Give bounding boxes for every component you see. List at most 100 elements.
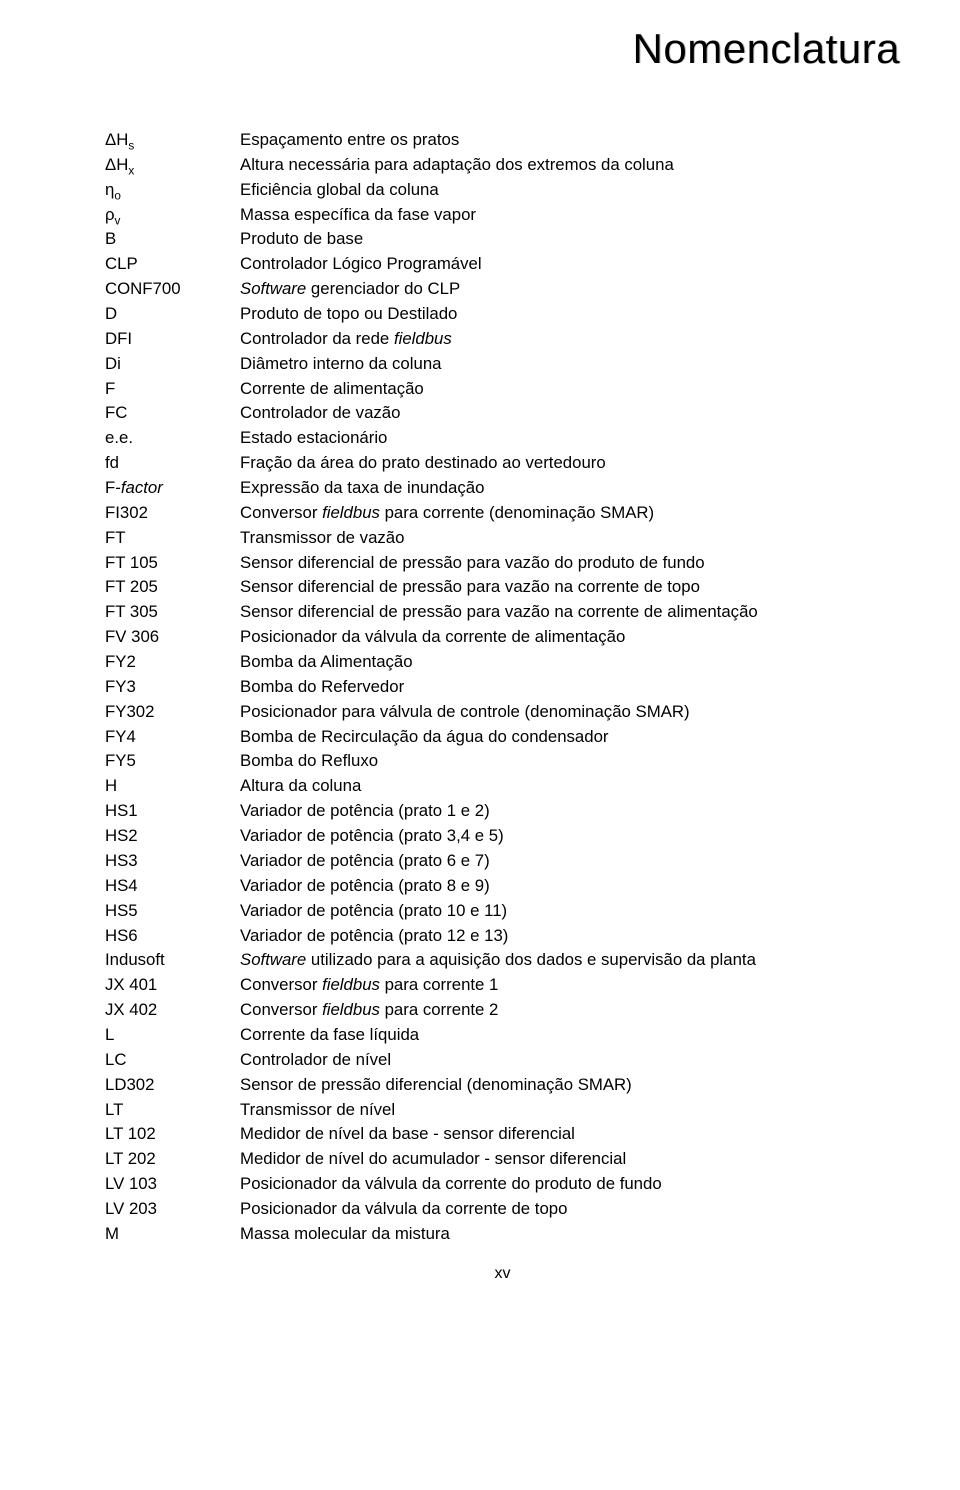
symbol: ΔHx [105,153,240,178]
symbol: FT [105,526,240,551]
list-item: FY3Bomba do Refervedor [105,675,900,700]
list-item: FV 306Posicionador da válvula da corrent… [105,625,900,650]
symbol: FY4 [105,725,240,750]
list-item: JX 402Conversor fieldbus para corrente 2 [105,998,900,1023]
symbol: F [105,377,240,402]
description: Sensor diferencial de pressão para vazão… [240,551,900,576]
description: Sensor diferencial de pressão para vazão… [240,575,900,600]
list-item: DProduto de topo ou Destilado [105,302,900,327]
list-item: LCControlador de nível [105,1048,900,1073]
description: Eficiência global da coluna [240,178,900,203]
list-item: e.e.Estado estacionário [105,426,900,451]
symbol: F-factor [105,476,240,501]
symbol: e.e. [105,426,240,451]
description: Massa específica da fase vapor [240,203,900,228]
symbol: CONF700 [105,277,240,302]
list-item: DiDiâmetro interno da coluna [105,352,900,377]
symbol: ΔHs [105,128,240,153]
symbol: D [105,302,240,327]
list-item: LTTransmissor de nível [105,1098,900,1123]
nomenclature-list: ΔHsEspaçamento entre os pratosΔHxAltura … [105,128,900,1247]
symbol: HS2 [105,824,240,849]
list-item: HS1Variador de potência (prato 1 e 2) [105,799,900,824]
list-item: FCControlador de vazão [105,401,900,426]
symbol: LT 202 [105,1147,240,1172]
symbol: Indusoft [105,948,240,973]
list-item: LV 203Posicionador da válvula da corrent… [105,1197,900,1222]
description: Sensor diferencial de pressão para vazão… [240,600,900,625]
symbol: FT 105 [105,551,240,576]
description: Produto de topo ou Destilado [240,302,900,327]
list-item: ηoEficiência global da coluna [105,178,900,203]
symbol: HS5 [105,899,240,924]
description: Medidor de nível do acumulador - sensor … [240,1147,900,1172]
description: Variador de potência (prato 3,4 e 5) [240,824,900,849]
list-item: FT 305Sensor diferencial de pressão para… [105,600,900,625]
description: Controlador da rede fieldbus [240,327,900,352]
list-item: LCorrente da fase líquida [105,1023,900,1048]
description: Software gerenciador do CLP [240,277,900,302]
description: Estado estacionário [240,426,900,451]
symbol: FT 205 [105,575,240,600]
description: Software utilizado para a aquisição dos … [240,948,900,973]
list-item: IndusoftSoftware utilizado para a aquisi… [105,948,900,973]
page: Nomenclatura ΔHsEspaçamento entre os pra… [0,0,960,1490]
list-item: CLPControlador Lógico Programável [105,252,900,277]
list-item: CONF700Software gerenciador do CLP [105,277,900,302]
description: Posicionador da válvula da corrente de t… [240,1197,900,1222]
symbol: JX 401 [105,973,240,998]
symbol: fd [105,451,240,476]
list-item: ρvMassa específica da fase vapor [105,203,900,228]
description: Variador de potência (prato 6 e 7) [240,849,900,874]
list-item: HS2Variador de potência (prato 3,4 e 5) [105,824,900,849]
list-item: ΔHsEspaçamento entre os pratos [105,128,900,153]
list-item: MMassa molecular da mistura [105,1222,900,1247]
list-item: HS4Variador de potência (prato 8 e 9) [105,874,900,899]
symbol: LT [105,1098,240,1123]
description: Altura da coluna [240,774,900,799]
list-item: DFIControlador da rede fieldbus [105,327,900,352]
list-item: LT 102Medidor de nível da base - sensor … [105,1122,900,1147]
list-item: FTTransmissor de vazão [105,526,900,551]
symbol: M [105,1222,240,1247]
list-item: ΔHxAltura necessária para adaptação dos … [105,153,900,178]
description: Bomba da Alimentação [240,650,900,675]
symbol: HS6 [105,924,240,949]
symbol: FY5 [105,749,240,774]
symbol: B [105,227,240,252]
description: Posicionador para válvula de controle (d… [240,700,900,725]
description: Sensor de pressão diferencial (denominaç… [240,1073,900,1098]
description: Bomba de Recirculação da água do condens… [240,725,900,750]
list-item: LV 103Posicionador da válvula da corrent… [105,1172,900,1197]
symbol: ηo [105,178,240,203]
symbol: CLP [105,252,240,277]
description: Posicionador da válvula da corrente de a… [240,625,900,650]
description: Transmissor de vazão [240,526,900,551]
description: Expressão da taxa de inundação [240,476,900,501]
description: Controlador Lógico Programável [240,252,900,277]
symbol: FI302 [105,501,240,526]
list-item: FY5Bomba do Refluxo [105,749,900,774]
list-item: FY2Bomba da Alimentação [105,650,900,675]
description: Bomba do Refervedor [240,675,900,700]
symbol: LV 103 [105,1172,240,1197]
list-item: HAltura da coluna [105,774,900,799]
description: Fração da área do prato destinado ao ver… [240,451,900,476]
list-item: HS6Variador de potência (prato 12 e 13) [105,924,900,949]
description: Posicionador da válvula da corrente do p… [240,1172,900,1197]
description: Corrente de alimentação [240,377,900,402]
list-item: FT 105Sensor diferencial de pressão para… [105,551,900,576]
list-item: fdFração da área do prato destinado ao v… [105,451,900,476]
description: Variador de potência (prato 12 e 13) [240,924,900,949]
symbol: LT 102 [105,1122,240,1147]
description: Bomba do Refluxo [240,749,900,774]
list-item: FT 205Sensor diferencial de pressão para… [105,575,900,600]
symbol: LD302 [105,1073,240,1098]
list-item: FI302Conversor fieldbus para corrente (d… [105,501,900,526]
symbol: ρv [105,203,240,228]
description: Altura necessária para adaptação dos ext… [240,153,900,178]
description: Variador de potência (prato 1 e 2) [240,799,900,824]
symbol: L [105,1023,240,1048]
symbol: LV 203 [105,1197,240,1222]
description: Controlador de nível [240,1048,900,1073]
